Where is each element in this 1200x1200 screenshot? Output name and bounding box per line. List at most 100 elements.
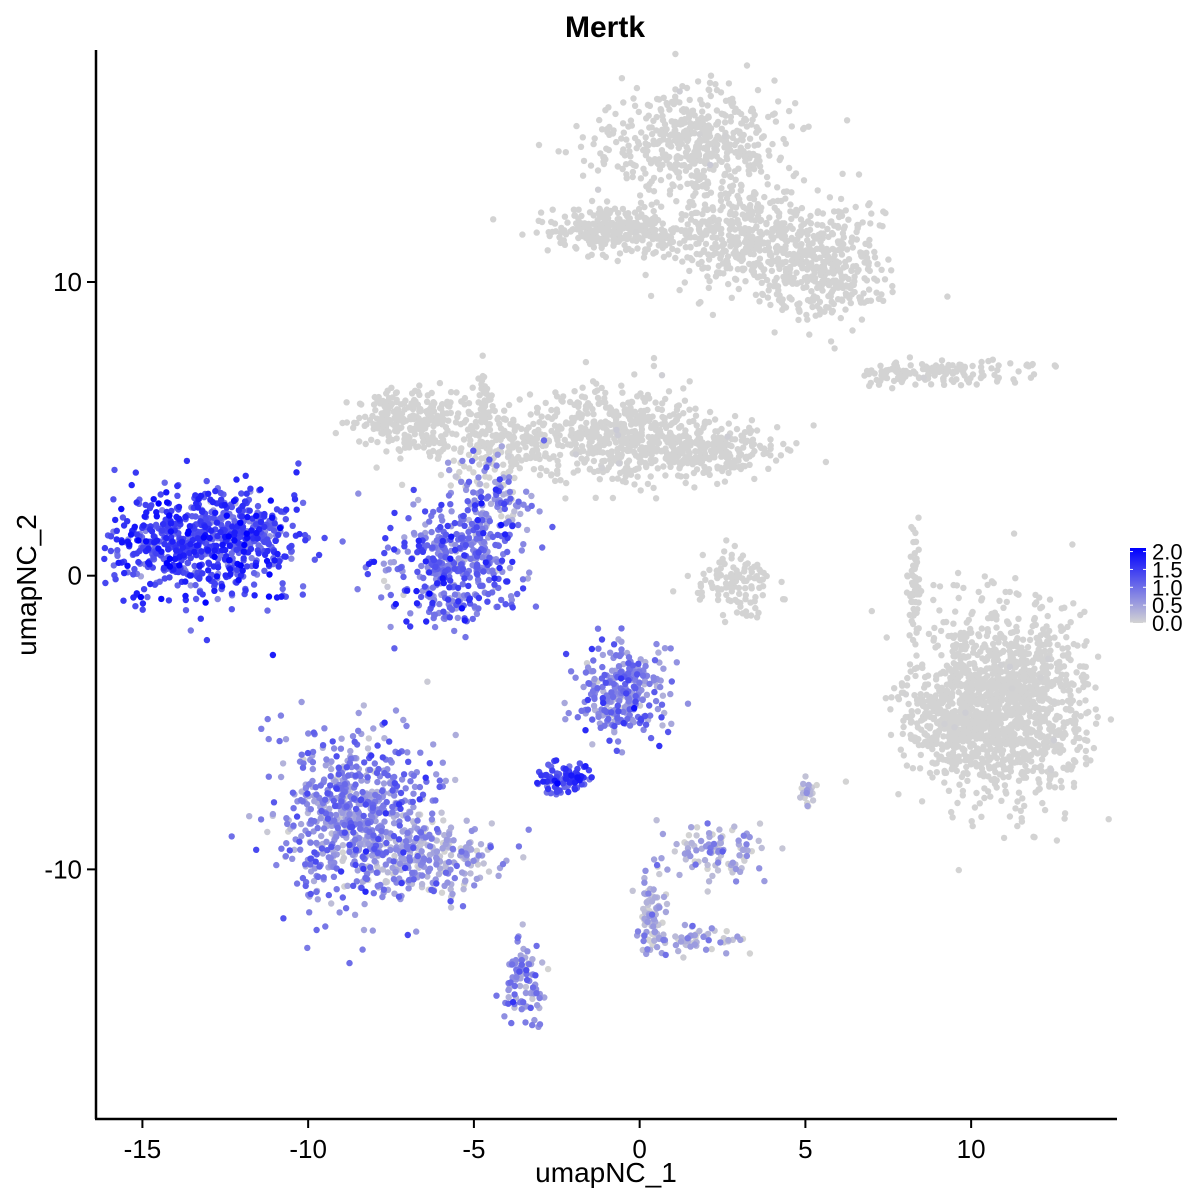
cell-point	[961, 737, 968, 744]
cell-point	[718, 425, 725, 433]
cell-point	[956, 781, 963, 788]
cell-point	[460, 436, 468, 443]
cell-point	[892, 367, 899, 375]
cell-point	[651, 213, 659, 221]
cell-point	[444, 443, 451, 450]
cell-point	[728, 294, 735, 301]
cell-point	[551, 477, 559, 485]
cell-point	[1092, 684, 1099, 691]
cell-point	[685, 204, 692, 211]
cell-point	[556, 234, 563, 241]
cell-point	[660, 463, 667, 470]
cell-point	[729, 233, 736, 241]
cell-point	[673, 198, 680, 205]
cell-point	[855, 171, 863, 178]
cell-point	[461, 419, 468, 426]
cell-point	[701, 192, 708, 199]
cell-point	[727, 147, 734, 154]
cell-point	[1076, 743, 1084, 751]
cell-point	[731, 275, 739, 282]
cell-point	[800, 284, 807, 291]
cell-point	[642, 170, 649, 177]
cell-point	[721, 618, 729, 626]
cell-point	[585, 237, 593, 245]
cell-point	[962, 709, 969, 716]
cell-point	[803, 311, 810, 319]
cell-point	[646, 395, 653, 402]
cell-point	[363, 421, 370, 428]
cell-point	[704, 102, 711, 109]
cell-point	[700, 247, 708, 254]
cell-point	[418, 423, 425, 430]
cell-point	[932, 644, 939, 651]
cell-point	[1041, 806, 1049, 814]
cell-point	[952, 678, 959, 685]
cell-point	[1035, 704, 1043, 712]
cell-point	[526, 391, 534, 398]
cell-point	[705, 251, 712, 258]
cell-point	[522, 983, 530, 991]
cell-point	[458, 398, 465, 405]
cell-point	[917, 751, 924, 759]
cell-point	[803, 227, 810, 235]
cell-point	[384, 583, 391, 590]
cell-point	[1051, 784, 1059, 791]
cell-point	[447, 852, 455, 859]
cell-point	[763, 229, 770, 236]
cell-point	[533, 435, 541, 442]
cell-point	[1039, 799, 1046, 807]
cell-point	[763, 449, 770, 457]
cell-point	[727, 208, 734, 216]
cell-point	[378, 410, 385, 417]
cell-point	[908, 591, 916, 598]
cell-point	[726, 96, 733, 104]
cell-point	[743, 62, 751, 69]
cell-point	[472, 431, 479, 438]
cell-point	[626, 148, 633, 155]
cell-point	[898, 680, 906, 687]
cell-point	[755, 126, 762, 134]
cell-point	[1083, 638, 1090, 645]
cell-point	[838, 296, 845, 303]
cell-point	[662, 424, 670, 431]
cell-point	[954, 737, 961, 744]
cell-point	[575, 224, 583, 232]
cell-point	[478, 401, 485, 408]
cell-point	[972, 665, 979, 672]
cell-point	[435, 453, 442, 460]
cell-point	[598, 126, 606, 133]
cell-point	[664, 456, 671, 463]
cell-point	[931, 624, 938, 632]
cell-point	[560, 239, 567, 247]
cell-point	[664, 434, 671, 441]
cell-point	[948, 766, 955, 773]
cell-point	[590, 457, 598, 465]
cell-point	[657, 176, 665, 184]
cell-point	[383, 390, 390, 397]
cell-point	[981, 573, 988, 580]
cell-point	[975, 689, 982, 697]
cell-point	[590, 140, 597, 148]
cell-point	[732, 210, 739, 218]
cell-point	[922, 681, 929, 688]
cell-point	[650, 207, 657, 215]
cell-point	[693, 240, 700, 248]
cell-point	[743, 123, 751, 130]
cell-point	[850, 281, 857, 289]
cell-point	[481, 416, 488, 424]
cell-point	[660, 94, 667, 102]
cell-point	[777, 452, 785, 459]
cell-point	[614, 209, 622, 217]
cell-point	[814, 221, 821, 228]
cell-point	[564, 219, 571, 226]
cell-point	[536, 471, 544, 479]
cell-point	[1070, 783, 1078, 791]
cell-point	[859, 219, 866, 226]
cell-point	[590, 418, 597, 426]
cell-point	[980, 680, 987, 687]
cell-point	[632, 228, 640, 236]
cell-point	[731, 457, 738, 464]
cell-point	[984, 751, 991, 759]
cell-point	[781, 596, 788, 603]
cell-point	[731, 226, 739, 233]
